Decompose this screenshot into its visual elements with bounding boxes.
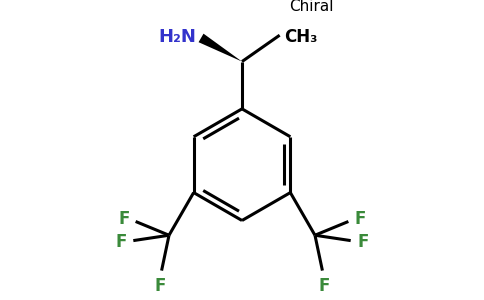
Polygon shape	[198, 34, 242, 62]
Text: Chiral: Chiral	[289, 0, 334, 14]
Text: F: F	[357, 232, 368, 250]
Text: F: F	[116, 232, 127, 250]
Text: F: F	[154, 277, 166, 295]
Text: F: F	[318, 277, 330, 295]
Text: CH₃: CH₃	[284, 28, 318, 46]
Text: F: F	[118, 210, 130, 228]
Text: H₂N: H₂N	[158, 28, 196, 46]
Text: F: F	[354, 210, 366, 228]
